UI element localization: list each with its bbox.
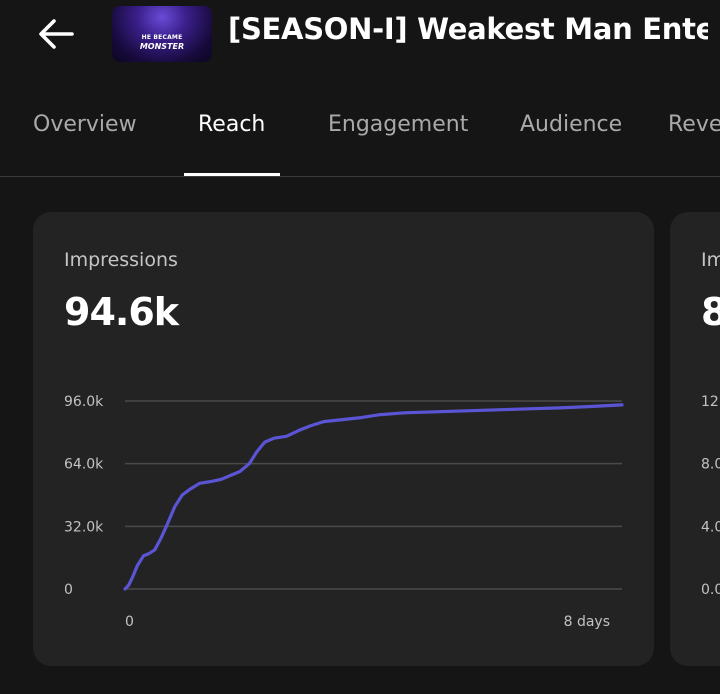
thumbnail-line2: MONSTER [139,42,185,51]
tab-overview[interactable]: Overview [33,112,137,137]
x-tick-label: 8 days [564,614,610,630]
arrow-left-icon [39,19,74,49]
y-tick-label: 64.0k [64,457,104,473]
y-tick-label: 0.0 [701,582,720,598]
y-tick-label: 12.0 [701,394,720,410]
active-tab-indicator [184,173,280,177]
y-tick-label: 8.0 [701,457,720,473]
page-title: [SEASON-I] Weakest Man Ente... [228,12,708,46]
y-tick-label: 96.0k [64,394,104,410]
tab-engagement[interactable]: Engagement [328,112,469,137]
x-tick-label: 0 [125,614,134,630]
secondary-card-value: 8 [701,290,720,334]
y-tick-label: 32.0k [64,519,104,535]
secondary-chart: 12.0 8.0 4.0 0.0 [701,394,720,598]
tab-reach[interactable]: Reach [198,112,266,137]
impressions-value: 94.6k [64,290,179,334]
impressions-card[interactable]: Impressions 94.6k 96.0k 64.0k 32.0k 0 0 8 day… [33,212,654,666]
tab-bar: Overview Reach Engagement Audience Reve [0,96,720,177]
y-tick-label: 4.0 [701,519,720,535]
impressions-series-line [123,403,624,591]
y-tick-label: 0 [64,582,73,598]
impressions-label: Impressions [64,249,178,271]
tab-revenue[interactable]: Reve [668,112,720,137]
app-header: HE BECAME MONSTER [SEASON-I] Weakest Man… [0,0,720,68]
secondary-card-label: Im [701,249,720,271]
secondary-card[interactable]: Im 8 12.0 8.0 4.0 0.0 [670,212,720,666]
series-thumbnail: HE BECAME MONSTER [112,6,212,62]
back-button[interactable] [30,14,82,54]
tab-audience[interactable]: Audience [520,112,623,137]
impressions-chart: 96.0k 64.0k 32.0k 0 0 8 days [64,394,624,630]
tabs-divider [0,176,720,177]
thumbnail-line1: HE BECAME [141,34,183,41]
